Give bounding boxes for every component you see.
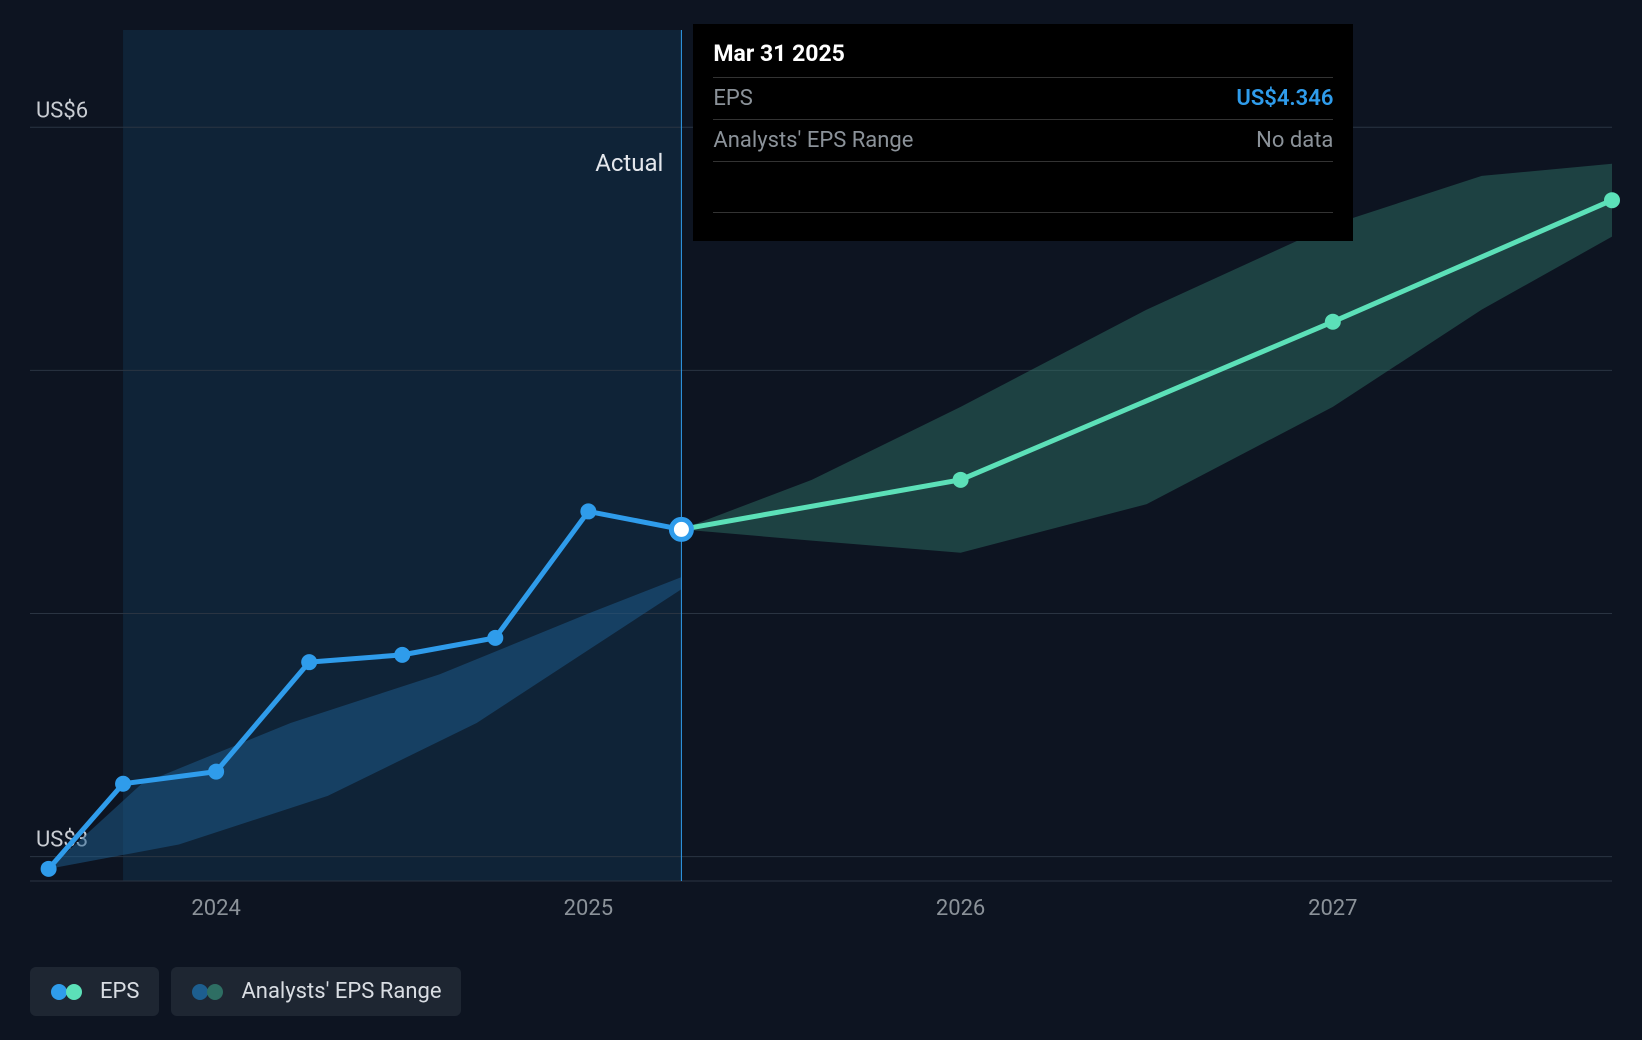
chart-legend: EPS Analysts' EPS Range — [30, 967, 461, 1016]
legend-label: EPS — [100, 979, 139, 1004]
tooltip-value: US$4.346 — [1236, 86, 1333, 111]
legend-item-eps[interactable]: EPS — [30, 967, 159, 1016]
svg-text:2027: 2027 — [1308, 896, 1357, 921]
legend-label: Analysts' EPS Range — [241, 979, 441, 1004]
svg-text:2026: 2026 — [936, 896, 985, 921]
region-label-actual: Actual — [0, 149, 663, 177]
tooltip-label: EPS — [713, 86, 752, 111]
tooltip-row-range: Analysts' EPS Range No data — [713, 120, 1333, 162]
legend-swatch-eps — [50, 983, 88, 1001]
svg-text:2025: 2025 — [564, 896, 613, 921]
tooltip-label: Analysts' EPS Range — [713, 128, 913, 153]
svg-text:2024: 2024 — [191, 896, 240, 921]
chart-container: US$3US$62024202520262027 Actual Analysts… — [0, 0, 1642, 1040]
legend-item-range[interactable]: Analysts' EPS Range — [171, 967, 461, 1016]
legend-swatch-range — [191, 983, 229, 1001]
svg-text:US$6: US$6 — [36, 98, 88, 123]
chart-tooltip: Mar 31 2025 EPS US$4.346 Analysts' EPS R… — [693, 24, 1353, 241]
tooltip-row-eps: EPS US$4.346 — [713, 78, 1333, 120]
tooltip-value: No data — [1256, 128, 1333, 153]
tooltip-title: Mar 31 2025 — [713, 40, 1333, 78]
tooltip-spacer — [713, 162, 1333, 213]
